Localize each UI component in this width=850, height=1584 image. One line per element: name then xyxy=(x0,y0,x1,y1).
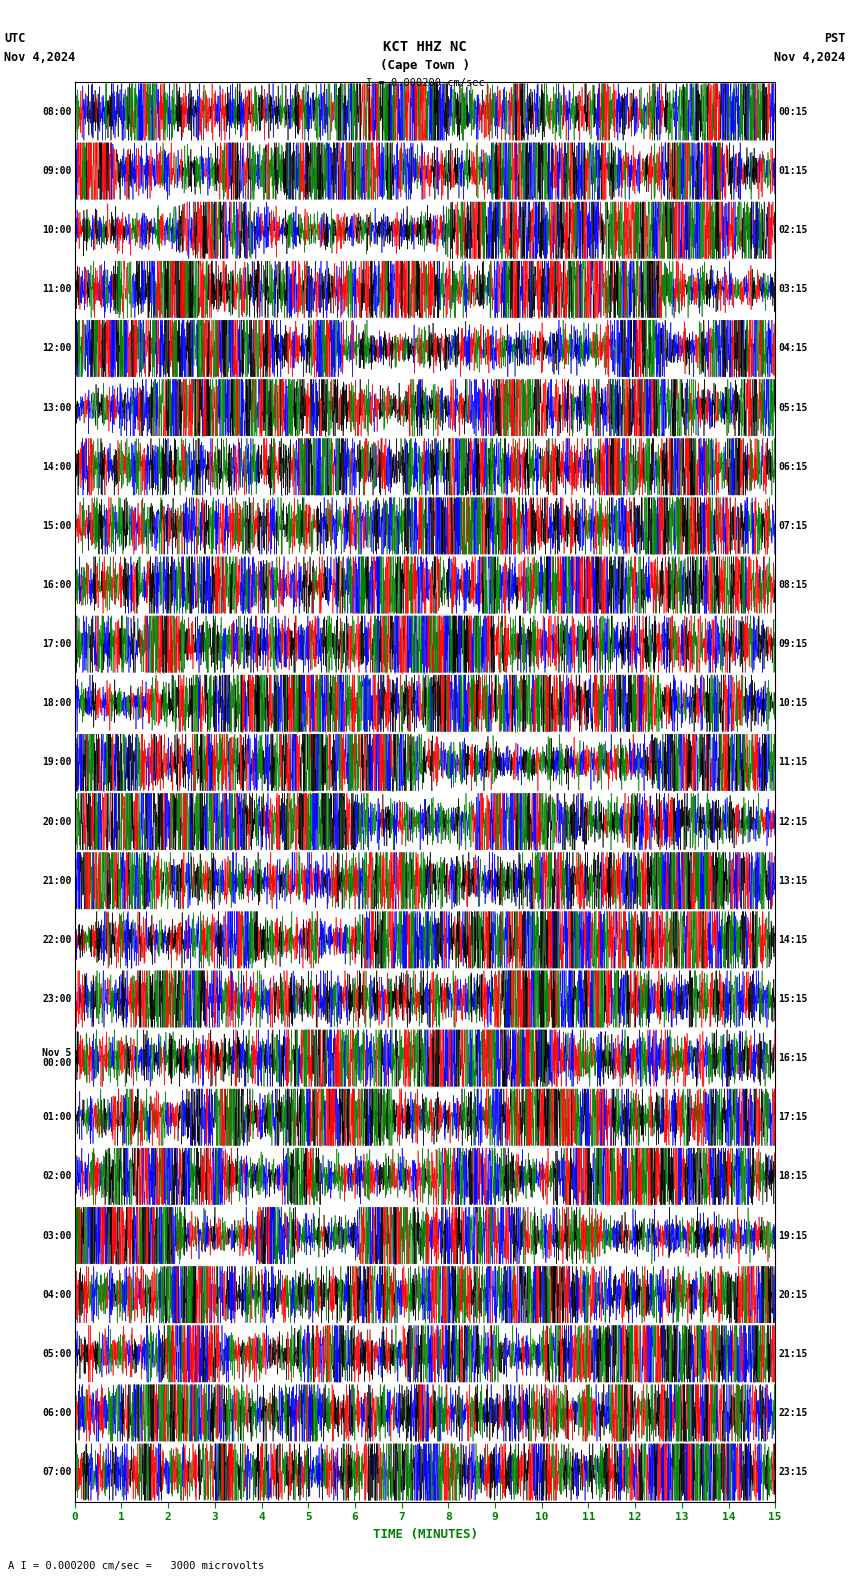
Text: PST: PST xyxy=(824,32,846,44)
Text: 00:00: 00:00 xyxy=(42,1058,71,1068)
Text: 11:15: 11:15 xyxy=(779,757,808,767)
Text: 03:00: 03:00 xyxy=(42,1231,71,1240)
Text: 00:15: 00:15 xyxy=(779,108,808,117)
Text: 14:00: 14:00 xyxy=(42,463,71,472)
Text: 23:15: 23:15 xyxy=(779,1467,808,1476)
Text: 16:00: 16:00 xyxy=(42,580,71,589)
Text: 01:00: 01:00 xyxy=(42,1112,71,1121)
Text: 10:00: 10:00 xyxy=(42,225,71,234)
Text: 05:15: 05:15 xyxy=(779,402,808,412)
Text: 06:15: 06:15 xyxy=(779,463,808,472)
Text: 05:00: 05:00 xyxy=(42,1350,71,1359)
Text: KCT HHZ NC: KCT HHZ NC xyxy=(383,40,467,54)
Text: 20:15: 20:15 xyxy=(779,1289,808,1299)
Text: 12:15: 12:15 xyxy=(779,817,808,827)
Text: 17:00: 17:00 xyxy=(42,640,71,649)
Text: 23:00: 23:00 xyxy=(42,995,71,1004)
Text: 21:15: 21:15 xyxy=(779,1350,808,1359)
Text: 07:00: 07:00 xyxy=(42,1467,71,1476)
Text: 16:15: 16:15 xyxy=(779,1053,808,1063)
Text: 15:00: 15:00 xyxy=(42,521,71,531)
Text: 08:15: 08:15 xyxy=(779,580,808,589)
Text: A I = 0.000200 cm/sec =   3000 microvolts: A I = 0.000200 cm/sec = 3000 microvolts xyxy=(8,1562,264,1571)
Text: 19:15: 19:15 xyxy=(779,1231,808,1240)
X-axis label: TIME (MINUTES): TIME (MINUTES) xyxy=(372,1527,478,1541)
Text: 15:15: 15:15 xyxy=(779,995,808,1004)
Text: 04:00: 04:00 xyxy=(42,1289,71,1299)
Text: 09:15: 09:15 xyxy=(779,640,808,649)
Text: 21:00: 21:00 xyxy=(42,876,71,885)
Text: 02:15: 02:15 xyxy=(779,225,808,234)
Text: 19:00: 19:00 xyxy=(42,757,71,767)
Text: 04:15: 04:15 xyxy=(779,344,808,353)
Text: 12:00: 12:00 xyxy=(42,344,71,353)
Text: 22:15: 22:15 xyxy=(779,1408,808,1418)
Text: 18:15: 18:15 xyxy=(779,1172,808,1182)
Text: 18:00: 18:00 xyxy=(42,699,71,708)
Text: 08:00: 08:00 xyxy=(42,108,71,117)
Text: UTC: UTC xyxy=(4,32,26,44)
Text: 07:15: 07:15 xyxy=(779,521,808,531)
Text: 22:00: 22:00 xyxy=(42,935,71,944)
Text: Nov 5: Nov 5 xyxy=(42,1049,71,1058)
Text: 10:15: 10:15 xyxy=(779,699,808,708)
Text: (Cape Town ): (Cape Town ) xyxy=(380,59,470,71)
Text: 20:00: 20:00 xyxy=(42,817,71,827)
Text: 17:15: 17:15 xyxy=(779,1112,808,1121)
Text: Nov 4,2024: Nov 4,2024 xyxy=(774,51,846,63)
Text: 06:00: 06:00 xyxy=(42,1408,71,1418)
Text: 01:15: 01:15 xyxy=(779,166,808,176)
Text: 14:15: 14:15 xyxy=(779,935,808,944)
Text: 11:00: 11:00 xyxy=(42,285,71,295)
Text: Nov 4,2024: Nov 4,2024 xyxy=(4,51,76,63)
Text: I = 0.000200 cm/sec: I = 0.000200 cm/sec xyxy=(366,78,484,87)
Text: 13:15: 13:15 xyxy=(779,876,808,885)
Text: 09:00: 09:00 xyxy=(42,166,71,176)
Text: 03:15: 03:15 xyxy=(779,285,808,295)
Text: 13:00: 13:00 xyxy=(42,402,71,412)
Text: 02:00: 02:00 xyxy=(42,1172,71,1182)
